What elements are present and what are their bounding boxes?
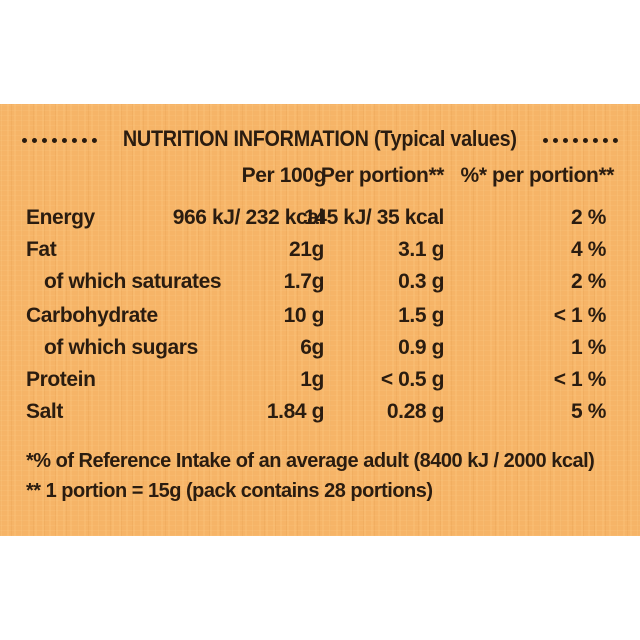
header-per-100g: Per 100g [241, 164, 327, 187]
row-protein: Protein 1g < 0.5 g < 1 % [26, 368, 614, 398]
header-pct-portion: %* per portion** [460, 164, 615, 187]
row-per-100g: 1.7g [283, 270, 325, 293]
row-energy: Energy 966 kJ/ 232 kcal 145 kJ/ 35 kcal … [26, 206, 614, 236]
row-per-portion: 3.1 g [398, 238, 444, 261]
row-per-portion: 1.5 g [398, 304, 444, 327]
row-pct: 5 % [571, 400, 606, 423]
header-per-portion: Per portion** [320, 164, 445, 187]
row-per-100g: 1g [300, 368, 324, 391]
footnote-reference-intake: *% of Reference Intake of an average adu… [26, 450, 595, 472]
row-per-100g: 1.84 g [266, 400, 325, 423]
row-pct: 1 % [571, 336, 606, 359]
row-pct: < 1 % [553, 368, 607, 391]
dotted-rule-right [542, 137, 618, 143]
row-pct: 2 % [571, 270, 606, 293]
row-label: Energy [26, 206, 95, 229]
row-per-portion: 145 kJ/ 35 kcal [304, 206, 444, 229]
row-pct: < 1 % [553, 304, 607, 327]
dotted-rule-left [22, 137, 98, 143]
row-label: Protein [26, 368, 96, 391]
row-sugars: of which sugars 6g 0.9 g 1 % [26, 336, 614, 366]
row-label: of which sugars [44, 336, 198, 359]
header-row: Per 100g Per portion** %* per portion** [26, 164, 615, 194]
row-per-100g: 6g [300, 336, 324, 359]
row-pct: 4 % [571, 238, 606, 261]
row-carbohydrate: Carbohydrate 10 g 1.5 g < 1 % [26, 304, 614, 334]
row-label: Salt [26, 400, 63, 423]
row-pct: 2 % [571, 206, 606, 229]
row-label: Fat [26, 238, 57, 261]
row-per-100g: 966 kJ/ 232 kcal [172, 206, 325, 229]
title-row: NUTRITION INFORMATION (Typical values) [22, 124, 618, 154]
row-per-portion: 0.28 g [386, 400, 445, 423]
footnote-portion-size: ** 1 portion = 15g (pack contains 28 por… [26, 480, 433, 502]
row-per-portion: 0.3 g [398, 270, 444, 293]
row-per-100g: 10 g [283, 304, 325, 327]
row-per-portion: 0.9 g [398, 336, 444, 359]
row-per-100g: 21g [289, 238, 324, 261]
row-salt: Salt 1.84 g 0.28 g 5 % [26, 400, 614, 430]
panel-title: NUTRITION INFORMATION (Typical values) [123, 126, 517, 151]
row-fat: Fat 21g 3.1 g 4 % [26, 238, 614, 268]
row-saturates: of which saturates 1.7g 0.3 g 2 % [26, 270, 614, 300]
nutrition-panel: NUTRITION INFORMATION (Typical values) P… [0, 104, 640, 536]
row-per-portion: < 0.5 g [380, 368, 445, 391]
row-label: Carbohydrate [26, 304, 158, 327]
row-label: of which saturates [44, 270, 222, 293]
